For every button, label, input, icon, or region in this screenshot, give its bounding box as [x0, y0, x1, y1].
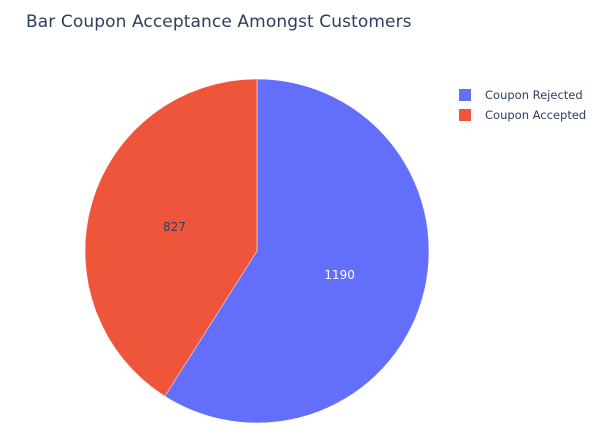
pie-slice-labels: 1190 827	[163, 220, 355, 282]
legend-item-coupon-rejected[interactable]: Coupon Rejected	[459, 85, 586, 105]
legend: Coupon Rejected Coupon Accepted	[459, 85, 586, 125]
legend-swatch-coupon-rejected	[459, 89, 471, 101]
legend-item-coupon-accepted[interactable]: Coupon Accepted	[459, 105, 586, 125]
pie-slice-value-coupon-accepted: 827	[163, 220, 186, 234]
pie-slice-value-coupon-rejected: 1190	[324, 268, 355, 282]
pie-slice-coupon-rejected[interactable]	[164, 78, 430, 424]
pie-slice-coupon-accepted[interactable]	[84, 78, 258, 397]
chart-title: Bar Coupon Acceptance Amongst Customers	[26, 12, 412, 32]
legend-label-coupon-rejected: Coupon Rejected	[485, 88, 583, 102]
legend-swatch-coupon-accepted	[459, 109, 471, 121]
legend-label-coupon-accepted: Coupon Accepted	[485, 108, 587, 122]
pie-slices	[84, 78, 430, 424]
